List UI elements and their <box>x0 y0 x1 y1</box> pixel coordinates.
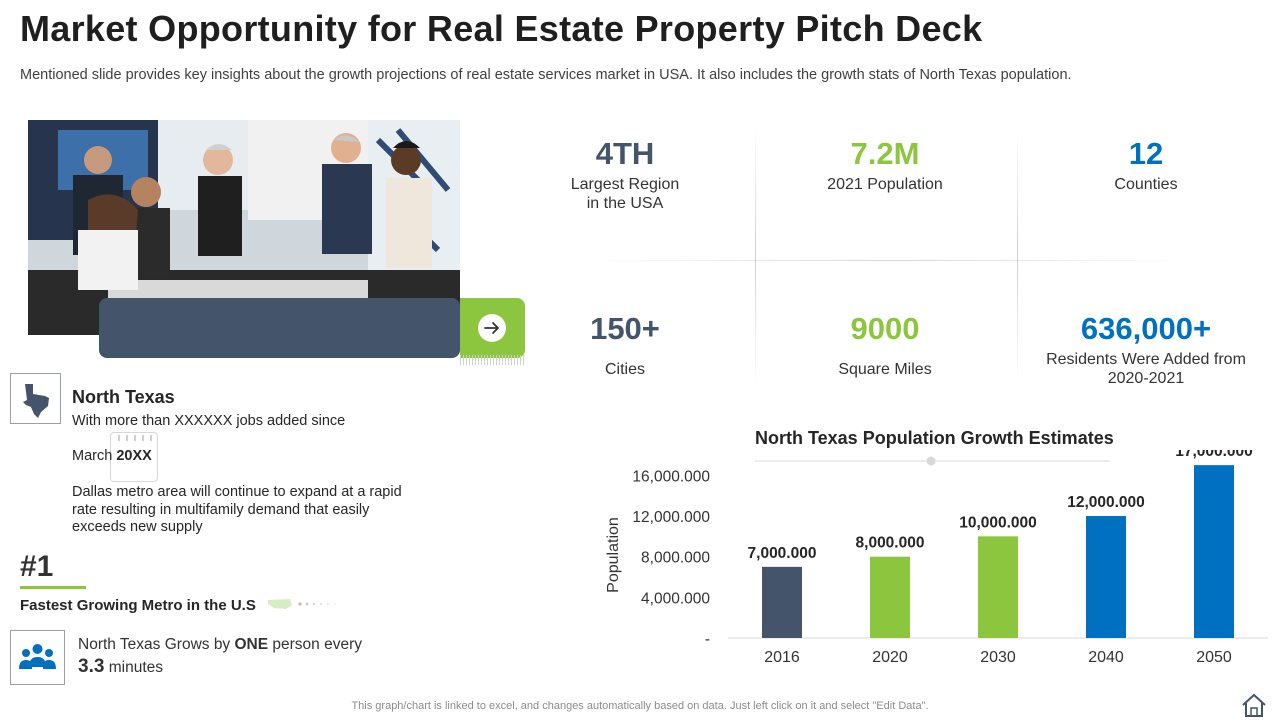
caption-bar <box>99 298 460 358</box>
stat-square-miles: 9000 Square Miles <box>755 312 1015 379</box>
grows-prefix: North Texas Grows by <box>78 636 235 653</box>
stat-residents-added: 636,000+ Residents Were Added from 2020-… <box>1016 312 1276 388</box>
march-label: March <box>72 448 113 464</box>
stats-divider-vertical-2 <box>1017 128 1018 383</box>
stat-cities: 150+ Cities <box>495 312 755 379</box>
chart-title-divider <box>755 456 1110 466</box>
x-tick-label: 2040 <box>1088 649 1124 666</box>
stat-value: 636,000+ <box>1080 311 1212 346</box>
jobs-text: With more than XXXXXX jobs added since <box>72 413 346 429</box>
chart-title: North Texas Population Growth Estimates <box>755 428 1114 448</box>
bar <box>762 566 802 638</box>
page-title: Market Opportunity for Real Estate Prope… <box>20 8 983 49</box>
bar-value-label: 10,000.000 <box>959 514 1037 531</box>
texas-map-icon <box>10 373 61 424</box>
calendar-icon <box>110 432 158 482</box>
bar-value-label: 8,000.000 <box>856 535 925 552</box>
stat-value: 7.2M <box>850 136 920 171</box>
bar-value-label: 7,000.000 <box>748 545 817 562</box>
bar-value-label: 17,000.000 <box>1175 450 1253 460</box>
x-tick-label: 2016 <box>764 649 800 666</box>
y-tick-label: 16,000.000 <box>632 468 710 485</box>
fastest-growing-label: Fastest Growing Metro in the U.S <box>20 596 346 616</box>
y-tick-label: 4,000.000 <box>641 590 710 607</box>
fastest-growing-text: Fastest Growing Metro in the U.S <box>20 596 256 614</box>
y-axis-label: Population <box>605 517 622 593</box>
minutes-value: 3.3 <box>78 656 105 677</box>
home-icon[interactable] <box>1240 692 1268 723</box>
us-map-icon <box>266 596 346 616</box>
stat-counties: 12 Counties <box>1016 137 1276 194</box>
march-line: March 20XX <box>72 448 152 464</box>
arrow-right-icon <box>478 314 506 342</box>
bar <box>870 556 910 638</box>
bar <box>978 536 1018 638</box>
bar <box>1086 516 1126 638</box>
stat-label: Residents Were Added from <box>1046 351 1246 368</box>
stat-value: 150+ <box>590 311 660 346</box>
north-texas-title: North Texas <box>72 387 175 407</box>
march-year: 20XX <box>116 448 152 464</box>
x-tick-label: 2050 <box>1196 649 1232 666</box>
stat-label: 2021 Population <box>827 176 943 193</box>
next-button[interactable] <box>460 298 525 358</box>
rank-number: #1 <box>20 550 54 583</box>
dallas-description: Dallas metro area will continue to expan… <box>72 484 402 535</box>
stat-label-line2: in the USA <box>586 195 664 212</box>
stat-value: 9000 <box>850 311 920 346</box>
ruler-decoration <box>460 355 525 365</box>
stats-divider-vertical-1 <box>755 128 756 383</box>
stats-divider-horizontal <box>585 260 1195 261</box>
rank-underline <box>20 586 86 589</box>
stat-value: 4TH <box>595 136 655 171</box>
stat-label: Counties <box>1114 176 1178 193</box>
y-tick-label: 8,000.000 <box>641 550 710 567</box>
minutes-text: 3.3 minutes <box>78 656 163 678</box>
stat-value: 12 <box>1128 136 1164 171</box>
stat-label: Cities <box>604 361 645 378</box>
y-tick-label: - <box>705 631 710 648</box>
x-tick-label: 2030 <box>980 649 1016 666</box>
stat-label: Largest Region <box>570 176 680 193</box>
stat-label-line2: 2020-2021 <box>1107 370 1185 387</box>
footer-note: This graph/chart is linked to excel, and… <box>351 700 929 712</box>
people-group-icon <box>10 630 65 685</box>
stat-label: Square Miles <box>838 361 932 378</box>
grows-text: North Texas Grows by ONE person every <box>78 636 362 654</box>
page-subtitle: Mentioned slide provides key insights ab… <box>20 67 1072 83</box>
population-bar-chart: Population - 4,000.000 8,000.000 12,000.000 1… <box>605 450 1268 666</box>
bar <box>1194 465 1234 638</box>
stat-population: 7.2M 2021 Population <box>755 137 1015 194</box>
stat-largest-region: 4TH Largest Region in the USA <box>495 137 755 213</box>
bar-value-label: 12,000.000 <box>1067 494 1145 511</box>
grows-emphasis: ONE <box>234 636 269 653</box>
grows-suffix: person every <box>268 636 363 653</box>
x-tick-label: 2020 <box>872 649 908 666</box>
minutes-label: minutes <box>104 659 164 676</box>
y-tick-label: 12,000.000 <box>632 509 710 526</box>
